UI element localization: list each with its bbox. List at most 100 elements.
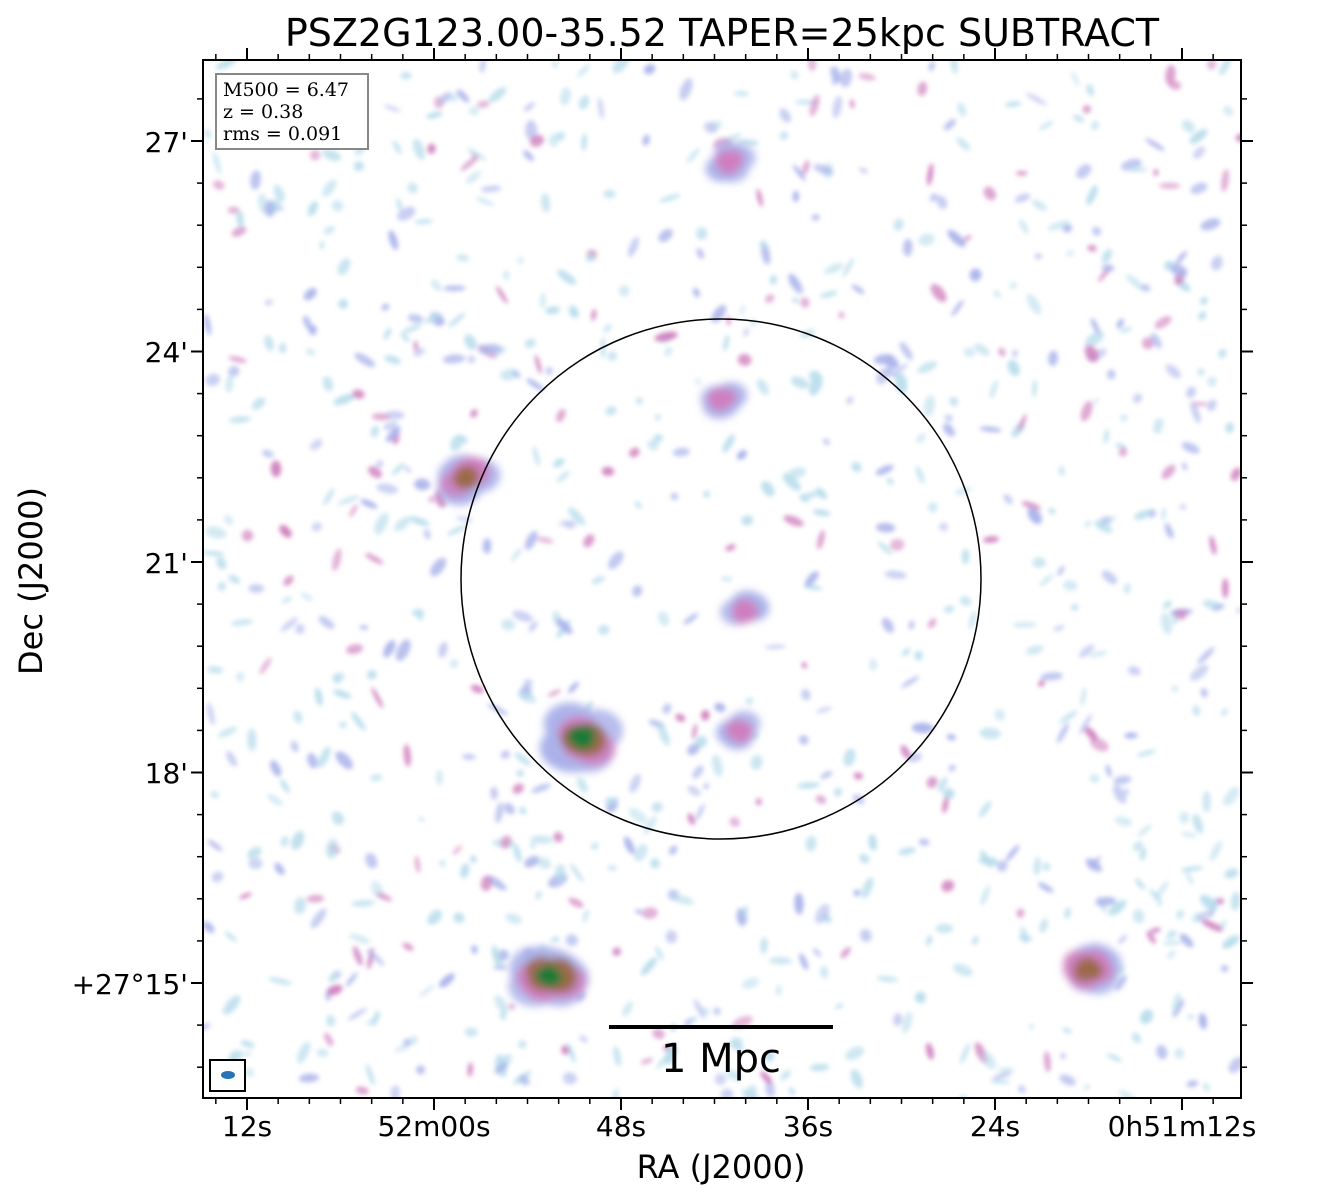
noise-speckle: [1032, 379, 1037, 398]
noise-speckle: [743, 905, 748, 918]
noise-speckle: [206, 702, 215, 726]
noise-speckle: [741, 1088, 761, 1098]
noise-speckle: [337, 258, 351, 276]
noise-speckle: [1056, 722, 1070, 744]
noise-speckle: [1043, 1051, 1051, 1073]
noise-speckle: [657, 723, 670, 746]
noise-speckle: [518, 1040, 527, 1049]
noise-speckle: [1059, 710, 1078, 724]
noise-speckle: [815, 795, 827, 804]
noise-speckle: [1009, 282, 1018, 290]
noise-speckle: [903, 238, 913, 257]
noise-speckle: [736, 1044, 745, 1055]
noise-speckle: [1038, 882, 1054, 893]
noise-speckle: [383, 421, 398, 431]
noise-speckle: [822, 438, 830, 446]
noise-speckle: [412, 138, 425, 160]
noise-speckle: [569, 863, 584, 883]
noise-speckle: [1105, 764, 1112, 778]
noise-speckle: [613, 1046, 622, 1067]
noise-speckle: [1146, 930, 1156, 944]
noise-speckle: [438, 641, 448, 658]
noise-speckle: [659, 193, 681, 203]
x-tick-label: 36s: [783, 1110, 833, 1143]
noise-speckle: [655, 946, 664, 961]
noise-speckle: [928, 61, 935, 72]
noise-speckle: [683, 1019, 692, 1027]
noise-speckle: [328, 972, 339, 983]
noise-speckle: [479, 60, 486, 73]
noise-speckle: [524, 338, 536, 348]
noise-speckle: [372, 1010, 380, 1027]
noise-speckle: [1089, 774, 1100, 783]
noise-speckle: [468, 106, 480, 116]
noise-speckle: [1209, 840, 1223, 861]
noise-speckle: [713, 1007, 721, 1016]
noise-speckle: [980, 850, 993, 868]
noise-speckle: [216, 556, 227, 570]
noise-speckle: [1025, 92, 1047, 106]
noise-speckle: [504, 803, 515, 815]
noise-speckle: [1042, 862, 1051, 871]
noise-speckle: [1132, 909, 1145, 924]
noise-speckle: [858, 167, 868, 174]
noise-speckle: [881, 617, 894, 633]
noise-speckle: [270, 760, 282, 777]
noise-speckle: [979, 727, 1001, 740]
noise-speckle: [1126, 165, 1148, 173]
noise-speckle: [1181, 831, 1197, 838]
noise-speckle: [1225, 422, 1234, 434]
noise-speckle: [1220, 965, 1229, 972]
noise-speckle: [528, 620, 538, 633]
noise-speckle: [1161, 507, 1166, 521]
noise-speckle: [1048, 350, 1059, 366]
noise-speckle: [1135, 878, 1145, 890]
noise-speckle: [603, 324, 612, 333]
noise-speckle: [943, 118, 957, 131]
noise-speckle: [1064, 907, 1071, 919]
noise-speckle: [1207, 399, 1217, 412]
noise-speckle: [605, 406, 617, 416]
noise-speckle: [1018, 414, 1027, 432]
noise-speckle: [300, 592, 313, 601]
noise-speckle: [512, 610, 533, 622]
noise-speckle: [524, 855, 540, 868]
noise-speckle: [550, 936, 561, 942]
noise-speckle: [915, 466, 925, 484]
noise-speckle: [769, 956, 792, 965]
noise-speckle: [346, 644, 364, 655]
noise-speckle: [978, 800, 992, 818]
noise-speckle: [899, 341, 913, 361]
noise-speckle: [695, 227, 708, 240]
noise-speckle: [642, 134, 650, 146]
noise-speckle: [1025, 645, 1044, 655]
noise-speckle: [1119, 326, 1133, 333]
noise-speckle: [230, 619, 254, 626]
noise-speckle: [687, 743, 700, 756]
noise-speckle: [1057, 565, 1065, 576]
noise-speckle: [687, 813, 696, 825]
noise-speckle: [743, 327, 749, 337]
noise-speckle: [764, 644, 787, 650]
noise-speckle: [327, 844, 338, 859]
noise-speckle: [279, 524, 292, 538]
source-core-south: [715, 710, 761, 750]
noise-speckle: [1027, 507, 1042, 524]
noise-speckle: [517, 690, 536, 703]
noise-speckle: [579, 1035, 588, 1043]
noise-speckle: [337, 495, 360, 505]
noise-speckle: [1224, 868, 1239, 879]
noise-speckle: [264, 200, 275, 218]
plot-frame: [202, 59, 1242, 1099]
noise-speckle: [1131, 1032, 1142, 1044]
noise-speckle: [339, 721, 347, 728]
noise-speckle: [849, 99, 855, 109]
noise-speckle: [264, 335, 274, 352]
noise-speckle: [280, 779, 290, 794]
noise-speckle: [274, 862, 285, 876]
noise-speckle: [556, 618, 573, 635]
noise-speckle: [293, 897, 307, 915]
noise-speckle: [319, 240, 325, 250]
noise-speckle: [893, 1013, 903, 1027]
noise-speckle: [1076, 164, 1092, 179]
